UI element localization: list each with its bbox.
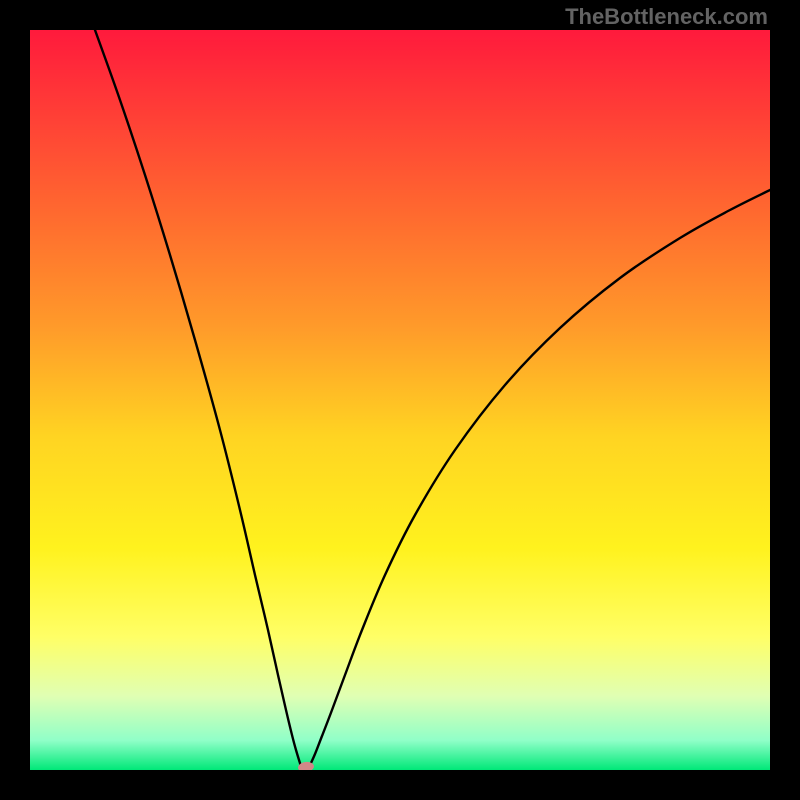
plot-area: [30, 30, 770, 770]
watermark: TheBottleneck.com: [565, 4, 768, 30]
border-bottom: [0, 770, 800, 800]
border-left: [0, 0, 30, 800]
border-right: [770, 0, 800, 800]
curve-layer: [30, 30, 770, 770]
v-curve: [95, 30, 770, 770]
chart-frame: TheBottleneck.com: [0, 0, 800, 800]
